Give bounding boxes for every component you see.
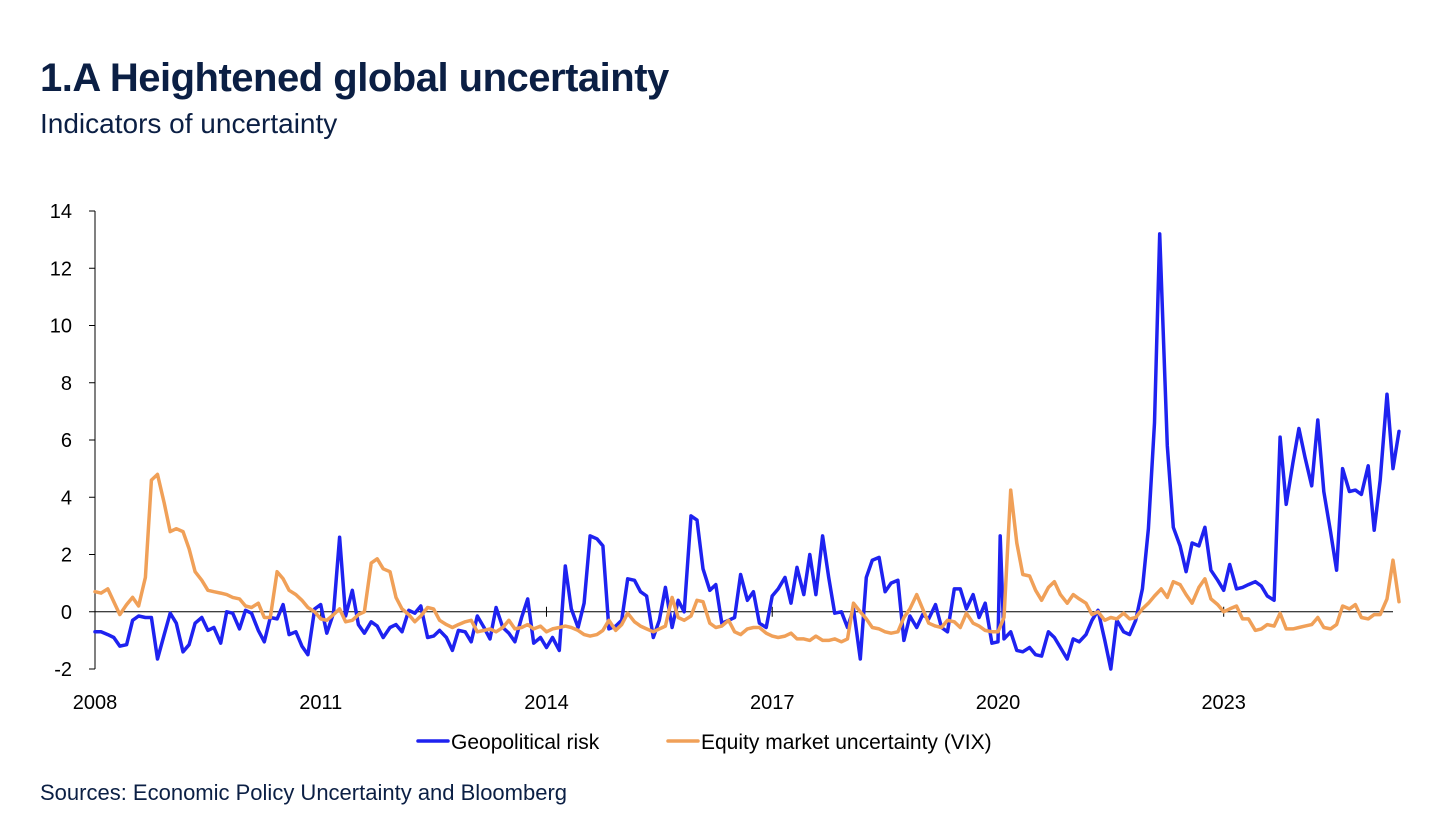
y-tick-label: 12: [50, 258, 72, 280]
y-tick-label: 4: [61, 487, 72, 509]
source-note: Sources: Economic Policy Uncertainty and…: [40, 780, 568, 805]
chart-title: 1.A Heightened global uncertainty: [40, 56, 669, 100]
y-tick-label: 0: [61, 602, 72, 624]
x-tick-label: 2008: [73, 692, 118, 714]
legend-label: Geopolitical risk: [451, 731, 600, 754]
x-tick-label: 2011: [299, 692, 342, 714]
chart-subtitle: Indicators of uncertainty: [40, 108, 338, 139]
x-tick-label: 2020: [976, 692, 1021, 714]
x-tick-label: 2023: [1201, 692, 1246, 714]
y-tick-label: 10: [50, 316, 72, 338]
series-line-geopolitical-risk: [93, 232, 1401, 671]
y-axis: -2 0 2 4 6 8 10 12 14: [50, 201, 96, 681]
legend: Geopolitical risk Equity market uncertain…: [416, 731, 992, 754]
y-tick-label: 8: [61, 373, 72, 395]
legend-label: Equity market uncertainty (VIX): [701, 731, 992, 754]
series-line-equity-market-uncertainty: [93, 472, 1401, 644]
y-tick-label: 6: [61, 430, 72, 452]
x-tick-label: 2017: [750, 692, 795, 714]
y-tick-label: 2: [61, 545, 72, 567]
y-tick-label: 14: [50, 201, 72, 223]
x-axis: 2008 2011 2014 2017 2020 2023: [73, 606, 1393, 714]
y-tick-label: -2: [54, 659, 72, 681]
x-tick-label: 2014: [524, 692, 569, 714]
series-layer: [93, 232, 1401, 671]
